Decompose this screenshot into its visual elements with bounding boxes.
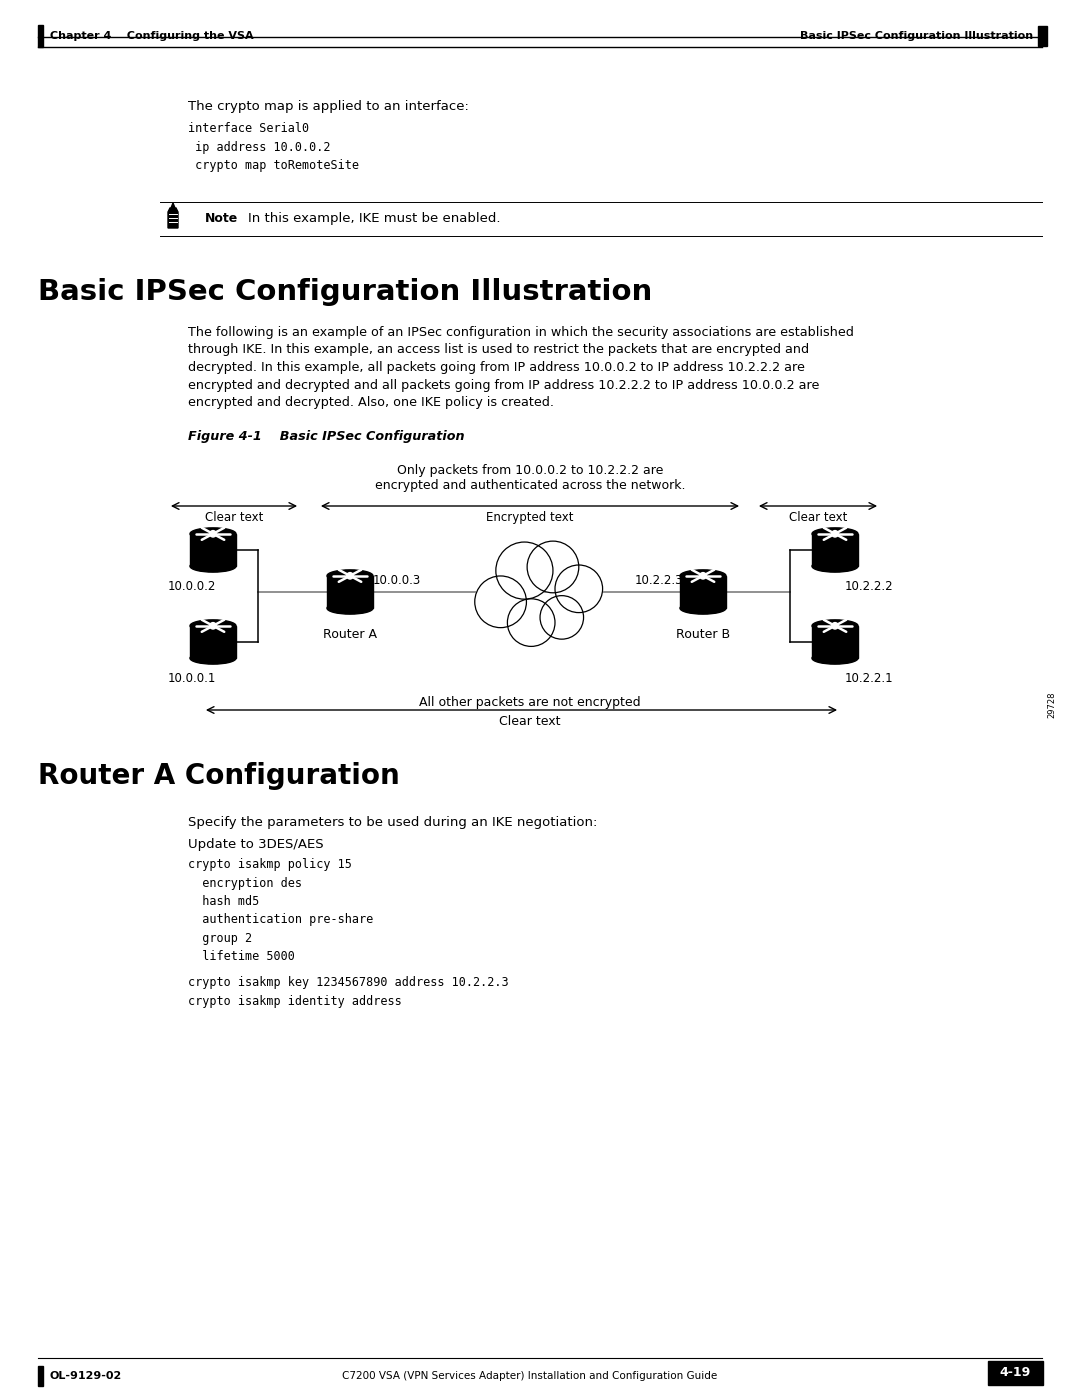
- Text: Chapter 4    Configuring the VSA: Chapter 4 Configuring the VSA: [50, 31, 254, 41]
- FancyBboxPatch shape: [327, 576, 373, 608]
- Circle shape: [496, 542, 553, 599]
- Text: 10.2.2.3: 10.2.2.3: [635, 574, 684, 587]
- Polygon shape: [171, 203, 175, 208]
- Text: Router B: Router B: [676, 629, 730, 641]
- Text: All other packets are not encrypted: All other packets are not encrypted: [419, 696, 640, 710]
- Ellipse shape: [812, 652, 858, 664]
- Ellipse shape: [812, 620, 858, 631]
- Text: Clear text: Clear text: [788, 511, 847, 524]
- Text: The crypto map is applied to an interface:: The crypto map is applied to an interfac…: [188, 101, 469, 113]
- Circle shape: [210, 531, 216, 536]
- Text: 10.0.0.2: 10.0.0.2: [168, 580, 216, 592]
- Circle shape: [700, 573, 706, 578]
- Ellipse shape: [190, 560, 237, 573]
- Text: crypto isakmp policy 15
  encryption des
  hash md5
  authentication pre-share
 : crypto isakmp policy 15 encryption des h…: [188, 858, 374, 964]
- Text: Basic IPSec Configuration Illustration: Basic IPSec Configuration Illustration: [800, 31, 1032, 41]
- Bar: [1038, 27, 1047, 46]
- Circle shape: [475, 576, 526, 627]
- Text: 10.2.2.1: 10.2.2.1: [845, 672, 893, 685]
- Text: Note: Note: [205, 212, 239, 225]
- Circle shape: [832, 623, 838, 629]
- Text: Encrypted text: Encrypted text: [486, 511, 573, 524]
- Ellipse shape: [680, 570, 726, 581]
- Polygon shape: [168, 208, 178, 228]
- Bar: [988, 1361, 1043, 1384]
- Text: interface Serial0
 ip address 10.0.0.2
 crypto map toRemoteSite: interface Serial0 ip address 10.0.0.2 cr…: [188, 122, 359, 172]
- FancyBboxPatch shape: [190, 626, 237, 658]
- Text: crypto isakmp key 1234567890 address 10.2.2.3
crypto isakmp identity address: crypto isakmp key 1234567890 address 10.…: [188, 977, 509, 1007]
- Text: Figure 4-1    Basic IPSec Configuration: Figure 4-1 Basic IPSec Configuration: [188, 430, 464, 443]
- Ellipse shape: [327, 602, 373, 615]
- Ellipse shape: [190, 652, 237, 664]
- Circle shape: [347, 573, 353, 578]
- Circle shape: [210, 623, 216, 629]
- Circle shape: [832, 531, 838, 536]
- FancyBboxPatch shape: [190, 534, 237, 566]
- FancyBboxPatch shape: [680, 576, 726, 608]
- Text: Specify the parameters to be used during an IKE negotiation:: Specify the parameters to be used during…: [188, 816, 597, 828]
- Bar: [38, 25, 43, 47]
- Text: 4-19: 4-19: [999, 1366, 1030, 1379]
- Ellipse shape: [812, 528, 858, 539]
- Text: 10.2.2.2: 10.2.2.2: [845, 580, 893, 592]
- Text: OL-9129-02: OL-9129-02: [50, 1370, 122, 1382]
- Text: Router A Configuration: Router A Configuration: [38, 761, 400, 789]
- Text: Clear text: Clear text: [205, 511, 264, 524]
- Text: Basic IPSec Configuration Illustration: Basic IPSec Configuration Illustration: [38, 278, 652, 306]
- FancyBboxPatch shape: [812, 534, 858, 566]
- Ellipse shape: [190, 620, 237, 631]
- Ellipse shape: [327, 570, 373, 581]
- Text: C7200 VSA (VPN Services Adapter) Installation and Configuration Guide: C7200 VSA (VPN Services Adapter) Install…: [342, 1370, 717, 1382]
- Text: Only packets from 10.0.0.2 to 10.2.2.2 are
encrypted and authenticated across th: Only packets from 10.0.0.2 to 10.2.2.2 a…: [375, 464, 685, 492]
- Circle shape: [555, 564, 603, 613]
- Text: In this example, IKE must be enabled.: In this example, IKE must be enabled.: [248, 212, 500, 225]
- Circle shape: [508, 599, 555, 647]
- Text: 29728: 29728: [1048, 692, 1056, 718]
- Text: Router A: Router A: [323, 629, 377, 641]
- Text: Clear text: Clear text: [499, 715, 561, 728]
- Ellipse shape: [190, 528, 237, 539]
- Text: Update to 3DES/AES: Update to 3DES/AES: [188, 838, 324, 851]
- Bar: [38, 1366, 43, 1386]
- Circle shape: [540, 595, 583, 640]
- Text: 10.0.0.1: 10.0.0.1: [168, 672, 216, 685]
- Text: 10.0.0.3: 10.0.0.3: [373, 574, 421, 587]
- Ellipse shape: [812, 560, 858, 573]
- Ellipse shape: [680, 602, 726, 615]
- Text: The following is an example of an IPSec configuration in which the security asso: The following is an example of an IPSec …: [188, 326, 854, 409]
- FancyBboxPatch shape: [812, 626, 858, 658]
- Circle shape: [527, 541, 579, 592]
